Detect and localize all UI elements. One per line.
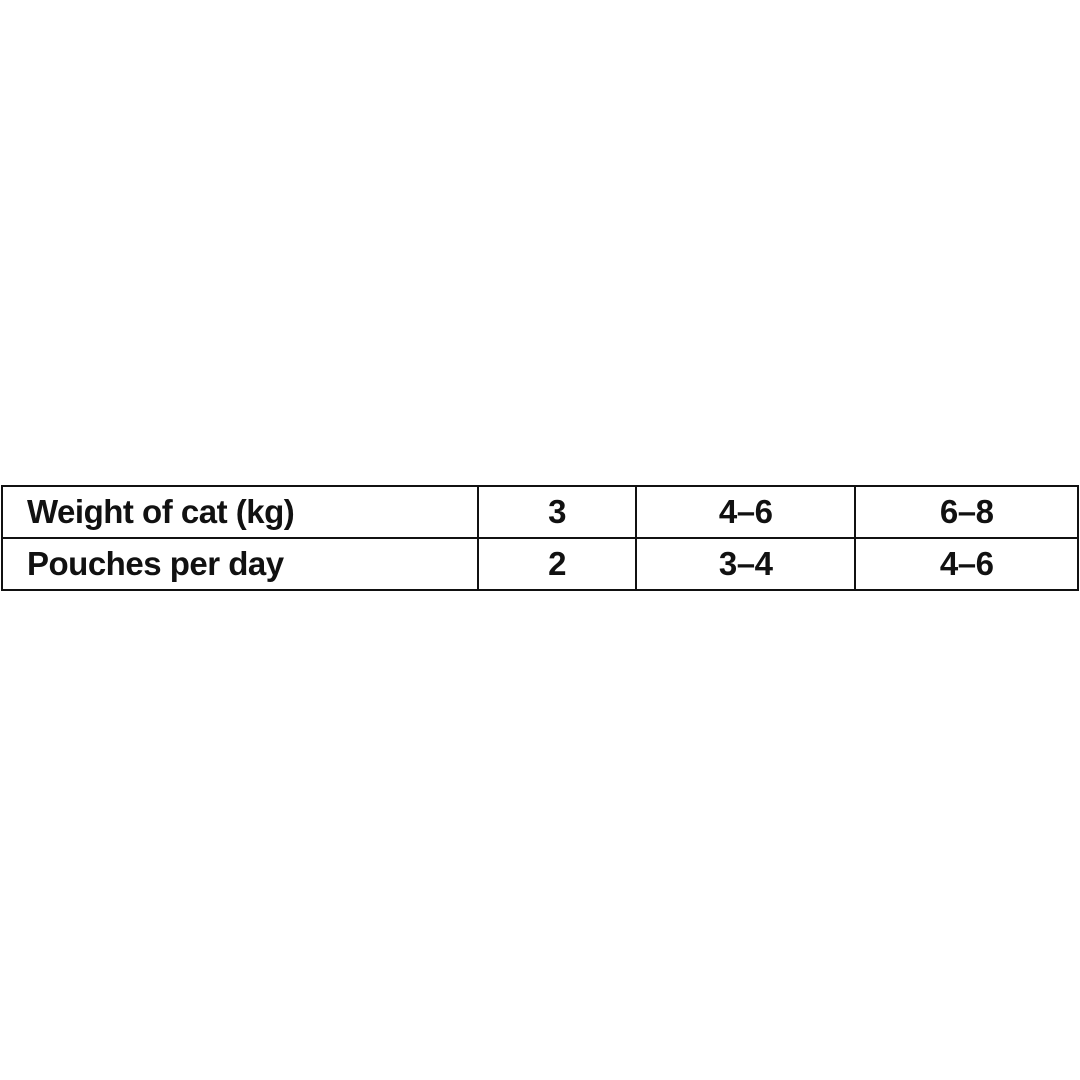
table-cell: 4–6 bbox=[634, 485, 857, 539]
table-row-pouches: Pouches per day 2 3–4 4–6 bbox=[0, 537, 1079, 591]
table-cell: 4–6 bbox=[854, 537, 1079, 591]
table-cell: 3 bbox=[477, 485, 637, 539]
table-cell: 3–4 bbox=[634, 537, 857, 591]
table-cell: 2 bbox=[477, 537, 637, 591]
table-cell: 6–8 bbox=[854, 485, 1079, 539]
row-label: Pouches per day bbox=[0, 537, 480, 591]
row-label: Weight of cat (kg) bbox=[0, 485, 480, 539]
feeding-table: Weight of cat (kg) 3 4–6 6–8 Pouches per… bbox=[0, 485, 1079, 591]
table-row-weight: Weight of cat (kg) 3 4–6 6–8 bbox=[0, 485, 1079, 539]
